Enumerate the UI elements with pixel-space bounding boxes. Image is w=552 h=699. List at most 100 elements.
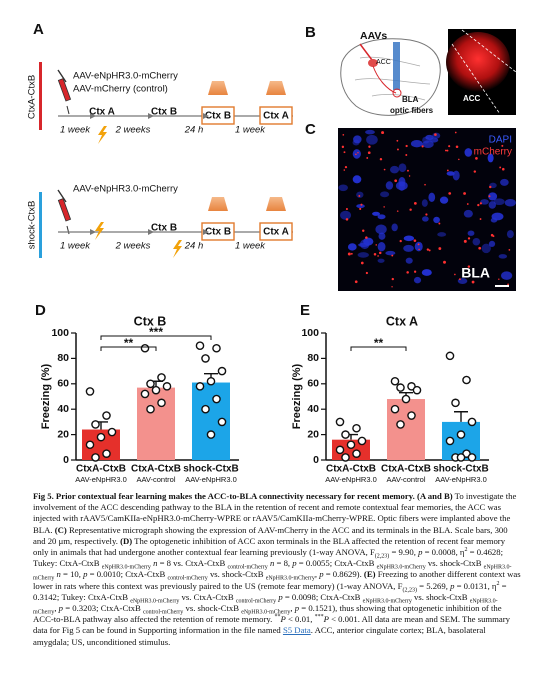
group-bar	[39, 192, 42, 258]
data-point	[85, 440, 95, 450]
terminal	[343, 169, 346, 171]
y-tick-label: 100	[301, 327, 319, 339]
virus-label: AAV-eNpHR3.0-mCherry	[73, 71, 178, 82]
caption-text: 2	[496, 580, 500, 587]
terminal	[347, 252, 351, 256]
terminal	[458, 158, 460, 161]
x-tick-sublabel: AAV-eNpHR3.0	[325, 475, 377, 484]
data-point	[401, 394, 411, 404]
terminal	[367, 151, 371, 155]
caption-text: p	[319, 569, 324, 580]
nucleus	[488, 240, 496, 247]
terminal	[478, 246, 482, 250]
context-box	[259, 106, 293, 125]
terminal	[365, 236, 368, 239]
panel-label: E	[300, 302, 310, 319]
caption-text: vs. CtxA-CtxB	[179, 591, 236, 602]
data-point	[412, 385, 422, 395]
nucleus	[391, 223, 398, 232]
terminal	[413, 239, 417, 242]
terminal	[477, 203, 480, 207]
terminal	[425, 213, 428, 216]
context-box	[259, 222, 293, 241]
data-link[interactable]: S5 Data	[282, 625, 311, 636]
nucleus	[472, 237, 481, 246]
terminal	[473, 170, 477, 173]
nucleus	[365, 129, 375, 135]
terminal	[488, 195, 491, 198]
data-point	[96, 432, 106, 442]
terminal	[424, 183, 426, 186]
caption-text: n	[56, 569, 61, 580]
caption-text: = 0.0098; CtxA-CtxB	[282, 591, 363, 602]
terminal	[360, 203, 363, 206]
caption-text: vs. shock-CtxB	[183, 603, 242, 614]
nucleus	[377, 258, 385, 263]
significance-label: ***	[149, 325, 163, 339]
stain-label: DAPI	[489, 135, 512, 146]
data-point	[357, 436, 367, 446]
terminal	[467, 237, 471, 240]
stain-label: mCherry	[474, 147, 512, 158]
nucleus	[467, 230, 475, 236]
caption-text: = 0.3142; Tukey: CtxA-CtxB	[33, 580, 507, 602]
y-tick-label: 80	[57, 352, 69, 364]
y-tick-label: 60	[307, 378, 319, 390]
group-label: CtxA-CtxB	[27, 75, 38, 119]
nucleus	[378, 232, 386, 240]
terminal	[383, 206, 385, 208]
x-tick-label: shock-CtxB	[183, 464, 239, 475]
terminal	[448, 145, 451, 148]
interval-label: 1 week	[235, 241, 266, 252]
chart-title: Ctx B	[134, 314, 167, 328]
terminal	[405, 144, 408, 148]
terminal	[448, 192, 452, 195]
data-point	[217, 417, 227, 427]
nucleus	[377, 241, 386, 252]
caption-text: eNpHR3.0-mCherry	[33, 598, 498, 616]
terminal	[360, 261, 364, 265]
data-point	[462, 375, 471, 385]
caption-text: To investigate the involvement of the AC…	[33, 491, 517, 535]
data-point	[467, 453, 477, 462]
y-tick-label: 0	[313, 454, 319, 466]
y-tick-label: 80	[307, 352, 319, 364]
caption-text: P	[280, 614, 286, 625]
panel-label: D	[35, 302, 46, 319]
terminal	[463, 239, 467, 243]
caption-text: eNpHR3.0-mCherry	[101, 564, 151, 571]
terminal	[501, 144, 504, 147]
caption-text: (2,23)	[402, 587, 417, 594]
caption-text: = 0.0055; CtxA-CtxB	[296, 558, 377, 569]
data-point	[407, 411, 416, 420]
terminal	[498, 278, 500, 280]
caption-text: p	[450, 580, 455, 591]
nucleus	[506, 230, 514, 239]
terminal	[345, 218, 349, 221]
nucleus	[414, 241, 423, 252]
terminal	[446, 169, 449, 172]
nucleus	[338, 184, 348, 192]
caption-text: Fig 5. Prior contextual fear learning ma…	[33, 491, 453, 501]
y-axis-label: Freezing (%)	[40, 363, 52, 429]
caption-text: vs. shock-CtxB	[207, 569, 266, 580]
nucleus	[352, 139, 360, 146]
terminal	[343, 151, 346, 154]
group-label: shock-CtxB	[27, 201, 38, 250]
caption-text: control-mCherry	[167, 576, 208, 583]
data-point	[341, 453, 350, 462]
terminal	[454, 131, 457, 134]
interval-label: 24 h	[184, 125, 204, 136]
caption-text: eNpHR3.0-mCherry	[130, 598, 180, 605]
terminal	[396, 139, 399, 142]
data-point	[451, 398, 460, 408]
arrow-head	[90, 229, 96, 235]
terminal	[479, 202, 482, 205]
nucleus	[500, 178, 509, 186]
scale-bar	[495, 285, 509, 287]
terminal	[391, 286, 393, 288]
micrograph	[338, 128, 516, 291]
interval-label: 2 weeks	[115, 241, 151, 252]
caption-text: = 9.90,	[389, 547, 419, 558]
light	[208, 81, 228, 95]
